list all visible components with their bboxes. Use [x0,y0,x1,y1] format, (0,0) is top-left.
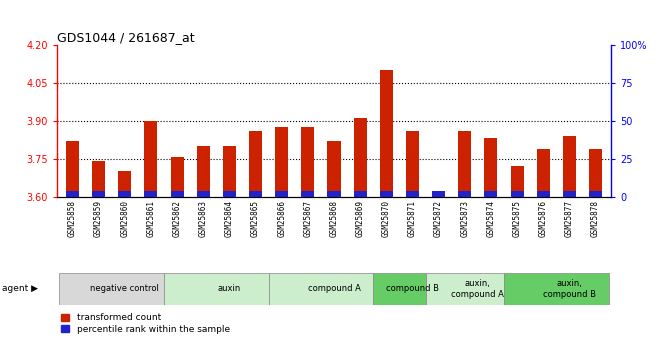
Bar [144,191,158,197]
Text: GSM25872: GSM25872 [434,200,443,237]
Bar [269,273,373,305]
Bar [432,191,445,197]
Bar [406,131,419,197]
Bar [380,70,393,197]
Text: GSM25862: GSM25862 [172,200,182,237]
Bar [589,191,602,197]
Bar [536,149,550,197]
Bar [275,127,288,197]
Bar [510,191,524,197]
Bar [196,146,210,197]
Bar [589,149,602,197]
Bar [223,146,236,197]
Text: GSM25871: GSM25871 [408,200,417,237]
Bar [249,131,262,197]
Bar [536,191,550,197]
Text: compound A: compound A [307,284,361,294]
Text: GSM25875: GSM25875 [512,200,522,237]
Text: GDS1044 / 261687_at: GDS1044 / 261687_at [57,31,194,44]
Bar [92,161,105,197]
Text: GSM25869: GSM25869 [355,200,365,237]
Text: GSM25859: GSM25859 [94,200,103,237]
Bar [353,118,367,197]
Text: GSM25860: GSM25860 [120,200,130,237]
Text: GSM25866: GSM25866 [277,200,286,237]
Bar [92,191,105,197]
Bar [144,121,158,197]
Text: GSM25864: GSM25864 [225,200,234,237]
Bar [327,141,341,197]
Bar [432,191,445,197]
Text: GSM25868: GSM25868 [329,200,339,237]
Text: negative control: negative control [90,284,159,294]
Bar [275,191,288,197]
Text: GSM25877: GSM25877 [565,200,574,237]
Text: auxin: auxin [218,284,241,294]
Bar [249,191,262,197]
Bar [380,191,393,197]
Text: GSM25861: GSM25861 [146,200,156,237]
Bar [66,141,79,197]
Text: compound B: compound B [386,284,439,294]
Bar [327,191,341,197]
Text: GSM25876: GSM25876 [538,200,548,237]
Bar [406,191,419,197]
Bar [170,157,184,197]
Bar [196,191,210,197]
Text: GSM25863: GSM25863 [199,200,208,237]
Bar [170,191,184,197]
Bar [301,191,315,197]
Text: GSM25873: GSM25873 [460,200,469,237]
Bar [426,273,504,305]
Bar [510,166,524,197]
Bar [563,191,576,197]
Bar [118,191,132,197]
Bar [59,273,164,305]
Text: GSM25865: GSM25865 [251,200,260,237]
Bar [563,136,576,197]
Bar [223,191,236,197]
Bar [353,191,367,197]
Bar [66,191,79,197]
Text: GSM25867: GSM25867 [303,200,313,237]
Text: GSM25874: GSM25874 [486,200,496,237]
Legend: transformed count, percentile rank within the sample: transformed count, percentile rank withi… [61,313,230,334]
Text: auxin,
compound A: auxin, compound A [452,279,504,299]
Bar [458,191,472,197]
Bar [484,138,498,197]
Text: agent ▶: agent ▶ [2,284,38,294]
Text: auxin,
compound B: auxin, compound B [543,279,596,299]
Bar [301,127,315,197]
Text: GSM25858: GSM25858 [68,200,77,237]
Bar [484,191,498,197]
Bar [164,273,269,305]
Text: GSM25870: GSM25870 [382,200,391,237]
Bar [504,273,609,305]
Bar [458,131,472,197]
Bar [373,273,426,305]
Bar [118,171,132,197]
Text: GSM25878: GSM25878 [591,200,600,237]
